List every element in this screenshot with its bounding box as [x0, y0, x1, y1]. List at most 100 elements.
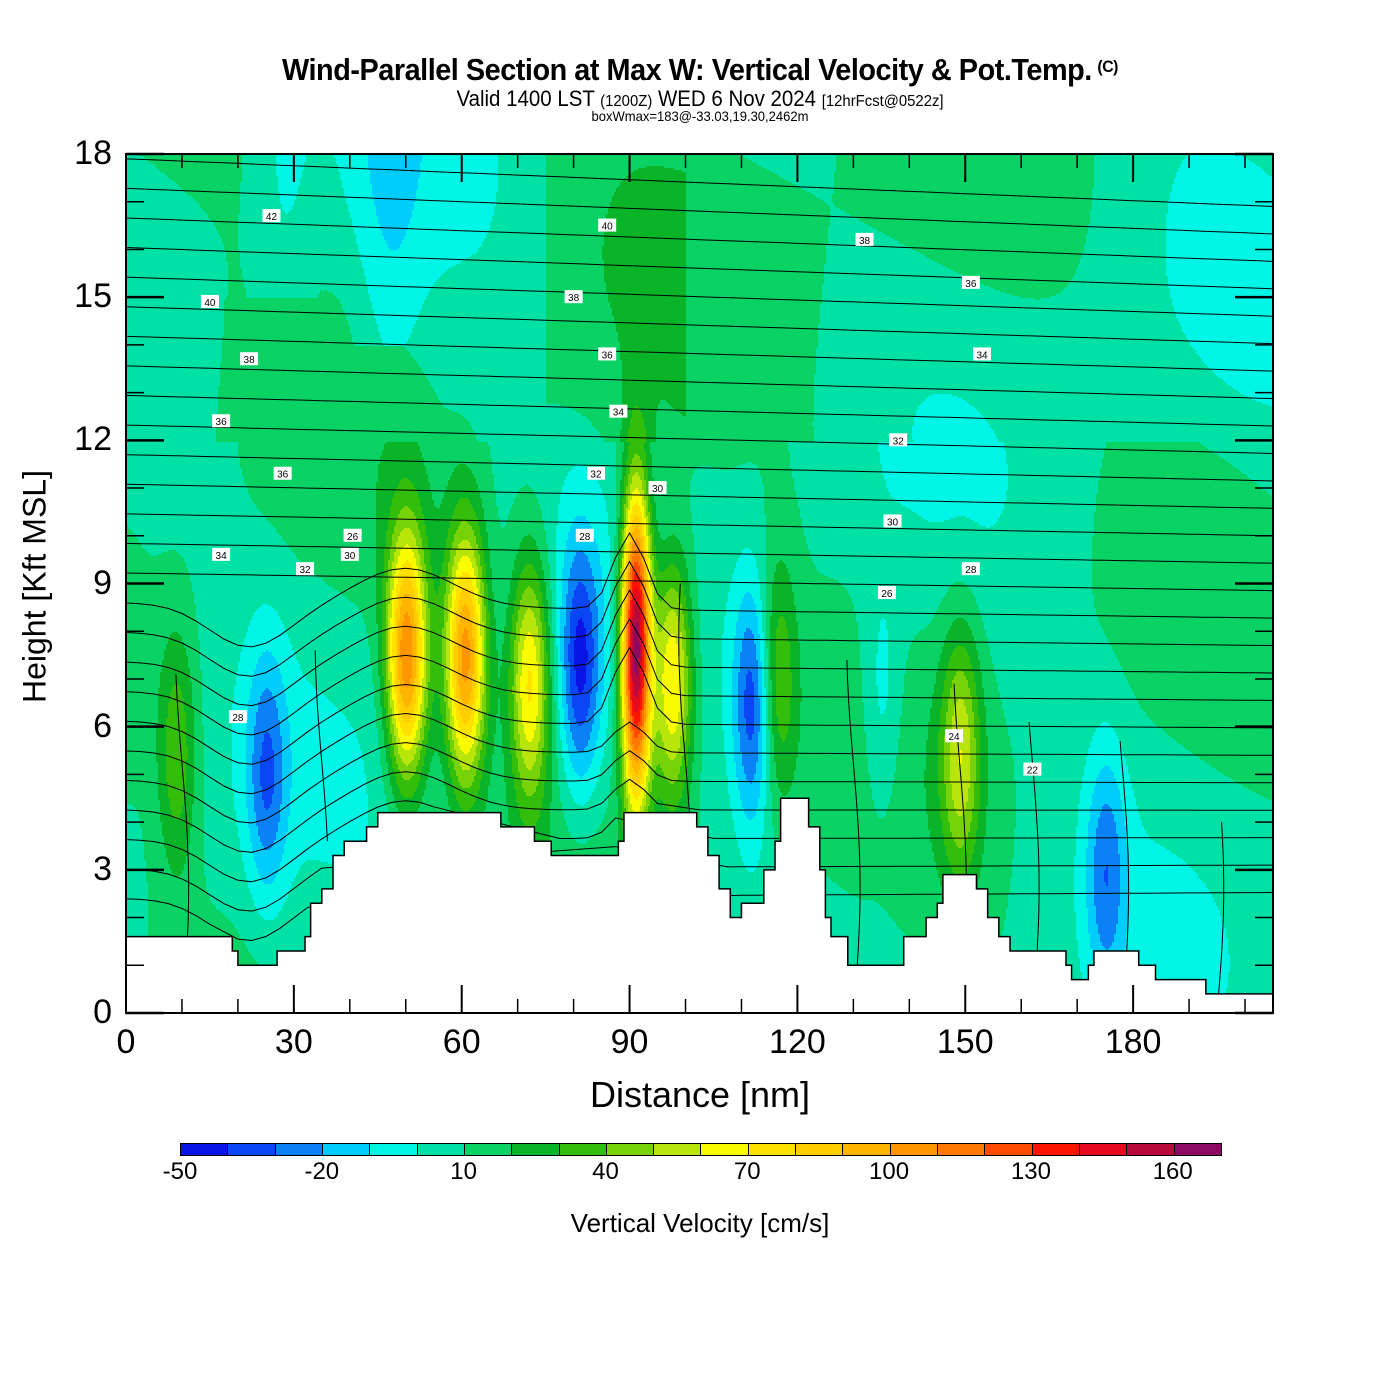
contour-label: 32	[296, 562, 315, 576]
title-text: Wind-Parallel Section at Max W: Vertical…	[282, 52, 1092, 87]
x-tick-label: 120	[769, 1023, 826, 1061]
theta-contour	[125, 742, 1273, 824]
contour-label-text: 30	[344, 551, 356, 562]
y-tick-label: 6	[93, 706, 112, 745]
contour-label: 38	[564, 290, 583, 304]
x-tick-label: 30	[274, 1023, 313, 1061]
contour-label: 34	[212, 547, 231, 562]
contour-label-text: 34	[976, 350, 988, 361]
copyright-mark: (C)	[1097, 57, 1118, 76]
contour-label-text: 24	[949, 732, 961, 743]
contour-label: 40	[200, 294, 219, 309]
y-tick-label: 9	[93, 563, 112, 602]
theta-contour	[125, 306, 1274, 345]
theta-contour	[125, 542, 1274, 564]
contour-label: 30	[648, 481, 667, 495]
contour-label-text: 38	[568, 293, 580, 304]
theta-contour	[314, 650, 328, 842]
contour-label-text: 42	[266, 212, 278, 223]
x-tick-label: 150	[936, 1023, 994, 1061]
x-tick-label: 0	[116, 1023, 136, 1061]
theta-contour	[125, 483, 1274, 509]
forecast-info: [12hrFcst@0522z]	[821, 93, 944, 110]
contour-label: 34	[609, 404, 628, 419]
contour-label: 40	[598, 218, 617, 233]
colorbar-swatch	[464, 1144, 513, 1155]
theta-contour	[125, 247, 1274, 290]
colorbar-swatch	[843, 1144, 891, 1155]
theta-contour	[125, 335, 1274, 372]
colorbar-tick-label: 10	[450, 1158, 477, 1185]
contour-label-text: 32	[590, 470, 602, 481]
colorbar-swatch	[796, 1144, 844, 1155]
chart-title: Wind-Parallel Section at Max W: Vertical…	[49, 52, 1351, 88]
contour-label-text: 38	[859, 236, 871, 247]
contour-label: 28	[228, 710, 247, 724]
theta-contour	[1119, 740, 1130, 952]
colorbar-swatch	[1127, 1144, 1175, 1155]
colorbar-swatch	[748, 1144, 797, 1155]
theta-contour	[125, 395, 1274, 427]
y-tick-label: 18	[74, 134, 112, 172]
colorbar-swatch	[417, 1144, 465, 1155]
contour-label: 38	[855, 232, 874, 247]
colorbar-swatch	[559, 1144, 607, 1155]
contour-label-text: 40	[602, 222, 614, 233]
contour-label-text: 30	[887, 517, 899, 528]
colorbar-tick-label: 40	[592, 1158, 619, 1185]
theta-contour	[125, 560, 1274, 677]
contour-label: 42	[262, 209, 281, 223]
colorbar-swatch	[890, 1144, 938, 1155]
colorbar-tick-label: -20	[304, 1158, 340, 1185]
contour-label-text: 28	[965, 565, 977, 576]
theta-contour	[125, 454, 1274, 482]
colorbar-swatch	[370, 1144, 418, 1155]
colorbar-swatch	[512, 1144, 560, 1155]
contour-label: 32	[586, 466, 605, 481]
theta-contour	[678, 583, 690, 813]
theta-contour	[125, 846, 1273, 912]
colorbar-swatch	[322, 1144, 371, 1155]
contour-label-text: 28	[579, 532, 591, 543]
theta-contour	[125, 892, 1274, 942]
theta-contour	[125, 424, 1274, 454]
box-info: boxWmax=183@-33.03,19.30,2462m	[591, 108, 809, 124]
theta-contour	[125, 646, 1274, 765]
y-tick-label: 0	[93, 993, 112, 1031]
contour-label-text: 36	[602, 350, 614, 361]
contour-label-text: 38	[244, 355, 256, 366]
colorbar-swatch	[654, 1144, 702, 1155]
colorbar-swatch	[228, 1144, 276, 1155]
colorbar-tick-label: 100	[869, 1158, 910, 1185]
x-tick-label: 60	[442, 1023, 481, 1061]
contour-label: 36	[961, 275, 980, 290]
colorbar-tick-label: 130	[1010, 1158, 1051, 1185]
contour-label: 28	[575, 528, 594, 543]
contour-label-text: 34	[216, 551, 228, 562]
theta-contour	[125, 617, 1274, 736]
colorbar-tick-label: -50	[162, 1158, 198, 1185]
colorbar-swatch	[1079, 1144, 1128, 1155]
y-axis-label: Height [Kft MSL]	[16, 470, 53, 703]
colorbar-swatch	[181, 1144, 229, 1155]
contour-label: 26	[343, 528, 362, 543]
contour-label-text: 28	[232, 713, 244, 724]
colorbar-swatch	[938, 1144, 986, 1155]
theta-contour	[953, 683, 967, 875]
theta-contour	[125, 187, 1274, 235]
x-tick-label: 90	[610, 1023, 649, 1061]
contour-label: 22	[1023, 762, 1042, 777]
contour-label-text: 30	[652, 484, 664, 495]
theta-contour	[125, 531, 1274, 648]
valid-utc: (1200Z)	[600, 93, 653, 110]
theta-contour	[1028, 721, 1040, 952]
contour-label-text: 34	[613, 408, 625, 419]
contour-label-text: 40	[204, 298, 216, 309]
contour-label-text: 32	[299, 565, 311, 576]
x-tick-label: 180	[1104, 1023, 1162, 1061]
y-tick-label: 12	[74, 420, 112, 459]
valid-date: WED 6 Nov 2024	[657, 86, 817, 111]
contour-label: 24	[945, 729, 964, 743]
theta-contour	[125, 365, 1274, 400]
colorbar-swatch	[1032, 1144, 1080, 1155]
